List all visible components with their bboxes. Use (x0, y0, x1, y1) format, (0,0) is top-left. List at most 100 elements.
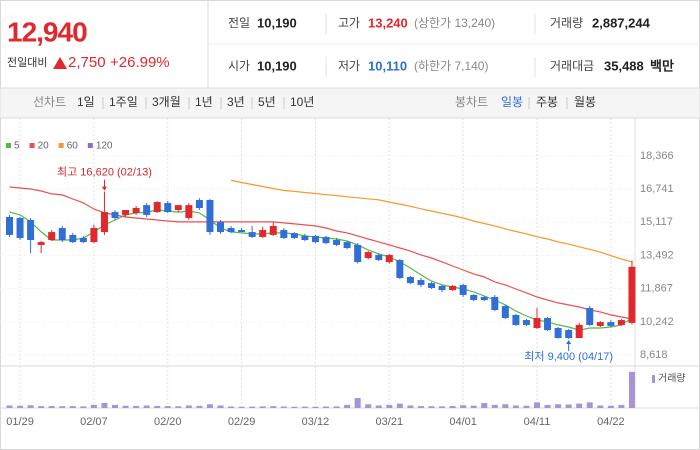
candle-body (111, 212, 119, 218)
volume-bar (6, 405, 13, 408)
y-tick-label: 13,492 (640, 249, 674, 261)
period-tab[interactable]: 1일 (77, 95, 95, 109)
candle-body (58, 227, 66, 241)
volume-bar (59, 406, 66, 408)
stat-label: 전일 (228, 16, 250, 30)
tab-group-label: 선차트 (33, 95, 66, 109)
candle-body (100, 212, 108, 233)
candle-body (449, 285, 457, 291)
stat-value: 10,110 (368, 58, 407, 73)
candle-body (90, 227, 98, 243)
candle-body (6, 216, 13, 235)
up-icon (53, 57, 67, 69)
candle-body (269, 225, 277, 235)
stat-label: 고가 (338, 16, 360, 30)
change: 2,750 (68, 54, 106, 71)
candle-body (122, 210, 130, 215)
y-tick-label: 10,242 (640, 316, 674, 328)
period-tab[interactable]: 3개월 (152, 95, 181, 109)
volume-bar (270, 406, 277, 408)
candle-body (280, 230, 288, 238)
volume-bar (301, 406, 308, 408)
volume-bar (523, 405, 530, 408)
stat-label: 거래대금 (550, 59, 594, 73)
candle-body (522, 320, 530, 325)
volume-bar (555, 404, 562, 408)
volume-bar (312, 406, 319, 408)
moving-average-line (9, 209, 633, 331)
stat-value: 10,190 (257, 58, 297, 73)
candle-body (596, 322, 604, 326)
period-tab[interactable]: 주봉 (536, 95, 558, 109)
annotation: 최저 9,400 (04/17) (524, 350, 613, 363)
candle-body (16, 217, 24, 238)
candle-body (554, 328, 562, 339)
volume-bar (618, 404, 625, 408)
volume-bar (491, 404, 498, 408)
candle-body (512, 314, 520, 325)
x-tick-label: 02/07 (80, 416, 108, 428)
stat-value: 13,240 (368, 15, 408, 30)
tabs: 1일 1주일 3개월 1년 3년 5년 10년 일봉 주봉 월봉 (77, 95, 596, 109)
volume-bar (407, 405, 414, 408)
candle-body (217, 222, 224, 233)
y-tick-label: 15,117 (640, 216, 673, 228)
period-tab[interactable]: 1주일 (109, 95, 138, 109)
legend-swatch (6, 143, 11, 148)
candle-body (343, 242, 351, 248)
volume-bar (280, 406, 287, 408)
y-tick-label: 11,867 (640, 283, 673, 295)
legend-label: 5 (14, 141, 20, 152)
candle-body (586, 308, 594, 325)
y-tick-label: 16,741 (640, 183, 674, 195)
volume-label: 거래량 (658, 373, 686, 385)
candle-body (438, 285, 446, 291)
x-tick-label: 03/21 (376, 416, 404, 428)
candle-body (206, 200, 214, 233)
candle-body (470, 294, 478, 301)
stat-note: (상한가 13,240) (414, 16, 495, 30)
period-tab[interactable]: 월봉 (574, 95, 596, 109)
candle-body (185, 205, 193, 218)
candle-body (311, 235, 319, 243)
candle-body (37, 242, 45, 245)
period-tab[interactable]: 일봉 (501, 95, 523, 109)
x-tick-label: 01/29 (6, 416, 34, 428)
volume-bar (375, 405, 382, 408)
volume-bar (90, 404, 97, 408)
period-tab[interactable]: 1년 (195, 95, 213, 109)
volume-bar (143, 405, 150, 408)
volume-bar (586, 402, 593, 408)
volume-bar (48, 406, 55, 408)
volume-bar (417, 406, 424, 408)
x-tick-label: 02/20 (154, 416, 182, 428)
volume-bar (27, 405, 34, 408)
period-tab[interactable]: 5년 (258, 95, 276, 109)
legend-label: 60 (67, 141, 79, 152)
candle-body (290, 233, 298, 238)
volume-bar (439, 406, 446, 408)
volume-bar (185, 405, 192, 408)
volume-bar (17, 405, 24, 408)
volume-bar (217, 405, 224, 408)
volume-bar (122, 405, 129, 408)
candle-body (501, 305, 509, 319)
volume-bar (112, 404, 118, 408)
candle-body (417, 280, 425, 285)
candle-body (480, 296, 488, 301)
volume-bar (38, 406, 45, 408)
legend-swatch (652, 375, 655, 383)
candle-body (195, 200, 203, 208)
candle-body (259, 230, 267, 237)
volume-bar (69, 406, 76, 408)
volume-bar (597, 405, 604, 408)
period-tab[interactable]: 3년 (227, 95, 245, 109)
x-tick-label: 03/12 (302, 416, 330, 428)
period-tab[interactable]: 10년 (290, 95, 314, 109)
volume-bar (164, 406, 171, 408)
candle-body (628, 266, 636, 323)
candle-body (385, 254, 393, 263)
volume-bar (259, 406, 266, 408)
y-tick-label: 8,618 (640, 349, 668, 361)
